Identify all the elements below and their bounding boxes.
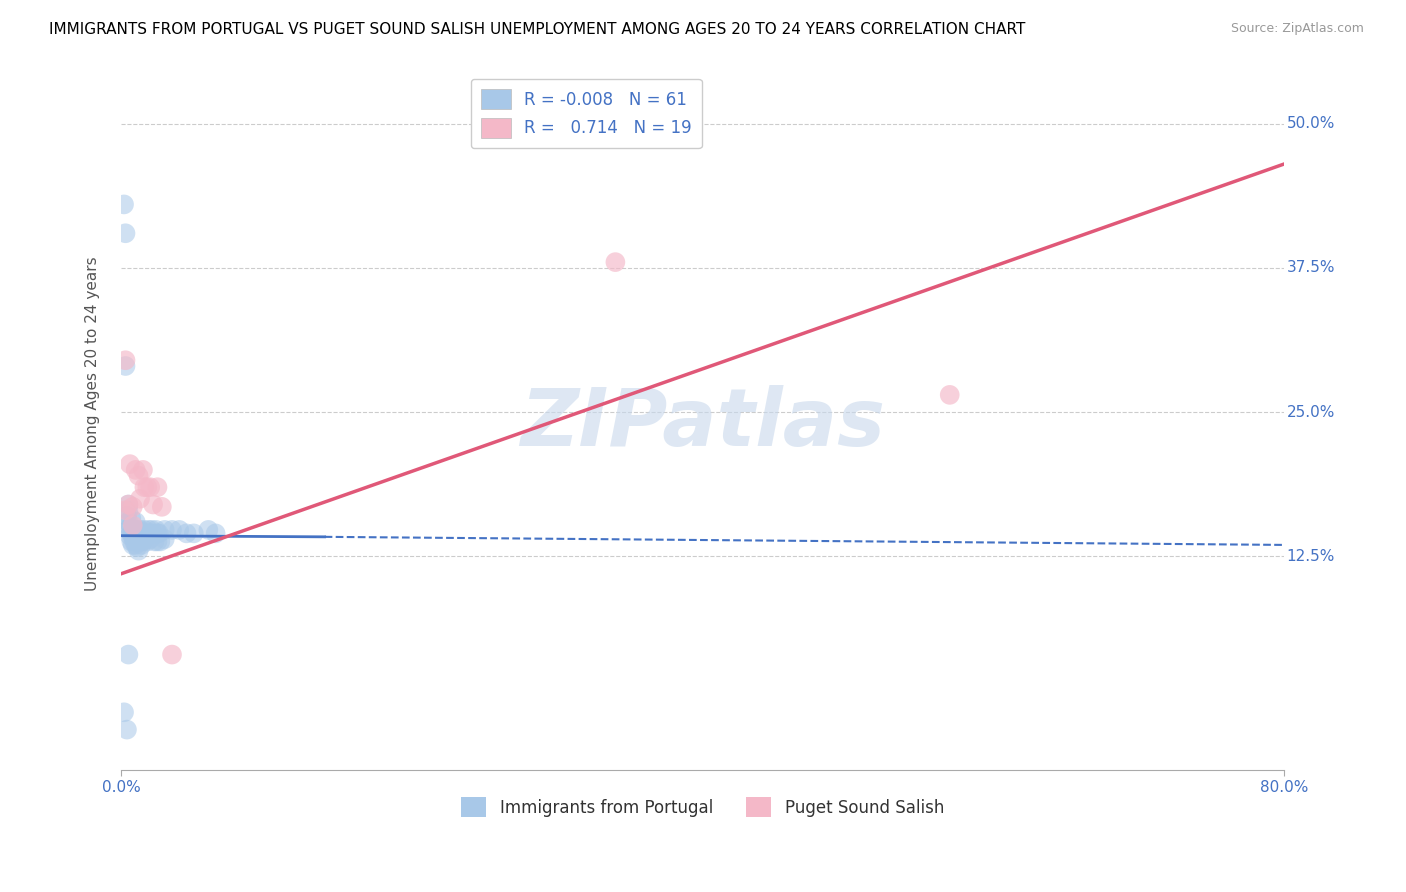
Point <box>145 523 167 537</box>
Point <box>117 498 139 512</box>
Legend: Immigrants from Portugal, Puget Sound Salish: Immigrants from Portugal, Puget Sound Sa… <box>454 790 950 824</box>
Point <box>143 534 166 549</box>
Y-axis label: Unemployment Among Ages 20 to 24 years: Unemployment Among Ages 20 to 24 years <box>86 256 100 591</box>
Point <box>150 500 173 514</box>
Point <box>117 498 139 512</box>
Point <box>169 523 191 537</box>
Point <box>115 723 138 737</box>
Point <box>114 503 136 517</box>
Point <box>118 520 141 534</box>
Point <box>142 498 165 512</box>
Point <box>120 534 142 549</box>
Point <box>128 468 150 483</box>
Text: 25.0%: 25.0% <box>1286 405 1334 419</box>
Point <box>139 532 162 546</box>
Point <box>114 353 136 368</box>
Point <box>132 463 155 477</box>
Point <box>121 530 143 544</box>
Point <box>146 480 169 494</box>
Point <box>121 500 143 514</box>
Point <box>129 532 152 546</box>
Point <box>117 648 139 662</box>
Point <box>112 706 135 720</box>
Point <box>136 480 159 494</box>
Point <box>121 538 143 552</box>
Point <box>142 526 165 541</box>
Point <box>135 526 157 541</box>
Point <box>605 255 627 269</box>
Point <box>120 511 142 525</box>
Point <box>118 457 141 471</box>
Point <box>117 523 139 537</box>
Point <box>114 227 136 241</box>
Point <box>128 526 150 541</box>
Point <box>204 526 226 541</box>
Text: Source: ZipAtlas.com: Source: ZipAtlas.com <box>1230 22 1364 36</box>
Point <box>146 534 169 549</box>
Point <box>117 503 139 517</box>
Point <box>127 523 149 537</box>
Text: IMMIGRANTS FROM PORTUGAL VS PUGET SOUND SALISH UNEMPLOYMENT AMONG AGES 20 TO 24 : IMMIGRANTS FROM PORTUGAL VS PUGET SOUND … <box>49 22 1025 37</box>
Point <box>122 526 145 541</box>
Text: 50.0%: 50.0% <box>1286 116 1334 131</box>
Text: 37.5%: 37.5% <box>1286 260 1334 276</box>
Point <box>118 529 141 543</box>
Point <box>160 523 183 537</box>
Text: 12.5%: 12.5% <box>1286 549 1334 564</box>
Point <box>121 518 143 533</box>
Point <box>112 197 135 211</box>
Point <box>129 491 152 506</box>
Point <box>129 523 152 537</box>
Point <box>153 523 176 537</box>
Point <box>124 515 146 529</box>
Point <box>153 532 176 546</box>
Point <box>124 463 146 477</box>
Point <box>131 529 153 543</box>
Point <box>160 648 183 662</box>
Point <box>121 523 143 537</box>
Point <box>146 526 169 541</box>
Point <box>938 388 960 402</box>
Text: ZIPatlas: ZIPatlas <box>520 384 886 463</box>
Point <box>132 526 155 541</box>
Point <box>117 515 139 529</box>
Point <box>128 534 150 549</box>
Point <box>183 526 205 541</box>
Point <box>139 480 162 494</box>
Point <box>124 538 146 552</box>
Point <box>122 534 145 549</box>
Point <box>134 480 156 494</box>
Point <box>128 543 150 558</box>
Point <box>124 523 146 537</box>
Point <box>149 534 172 549</box>
Point <box>136 534 159 549</box>
Point <box>197 523 219 537</box>
Point <box>176 526 198 541</box>
Point <box>120 526 142 541</box>
Point <box>141 523 163 537</box>
Point <box>124 530 146 544</box>
Point <box>127 532 149 546</box>
Point <box>136 526 159 541</box>
Point <box>139 526 162 541</box>
Point <box>132 534 155 549</box>
Point <box>115 509 138 524</box>
Point <box>138 523 160 537</box>
Point <box>148 526 170 541</box>
Point <box>114 359 136 373</box>
Point <box>127 540 149 554</box>
Point <box>134 523 156 537</box>
Point <box>131 538 153 552</box>
Point <box>134 532 156 546</box>
